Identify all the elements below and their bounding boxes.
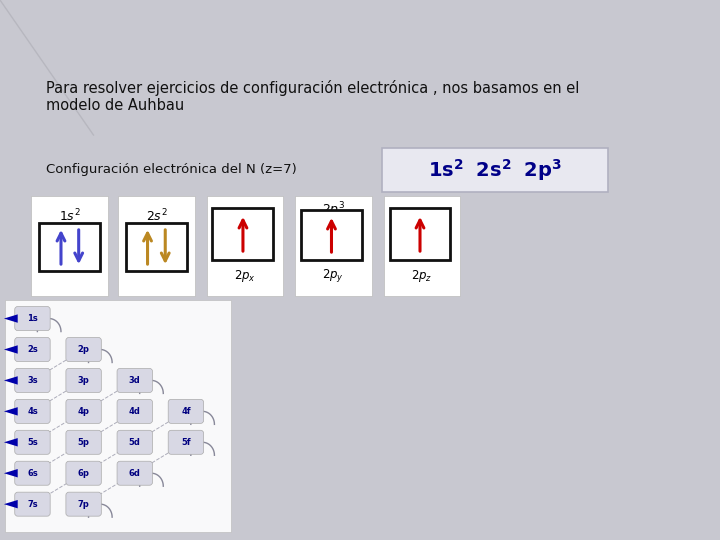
Text: 3s: 3s [27, 376, 37, 385]
FancyBboxPatch shape [117, 400, 153, 423]
FancyBboxPatch shape [117, 430, 153, 454]
FancyBboxPatch shape [14, 461, 50, 485]
Text: 1s: 1s [27, 314, 38, 323]
FancyBboxPatch shape [168, 400, 204, 423]
Text: 4f: 4f [181, 407, 191, 416]
Bar [207, 196, 283, 296]
FancyBboxPatch shape [66, 338, 102, 361]
FancyBboxPatch shape [168, 430, 204, 454]
FancyBboxPatch shape [66, 430, 102, 454]
Polygon shape [4, 500, 18, 508]
Text: 4s: 4s [27, 407, 38, 416]
Text: $2s^2$: $2s^2$ [145, 208, 167, 225]
Bar [32, 196, 108, 296]
Text: 6s: 6s [27, 469, 38, 478]
Text: 2p: 2p [78, 345, 89, 354]
Text: 4d: 4d [129, 407, 140, 416]
Bar [212, 208, 274, 260]
FancyBboxPatch shape [66, 461, 102, 485]
Bar [126, 223, 187, 271]
FancyBboxPatch shape [14, 400, 50, 423]
FancyBboxPatch shape [14, 368, 50, 393]
FancyBboxPatch shape [117, 368, 153, 393]
FancyBboxPatch shape [66, 400, 102, 423]
Text: $2p_z$: $2p_z$ [411, 268, 433, 284]
Text: Configuración electrónica del N (z=7): Configuración electrónica del N (z=7) [46, 164, 297, 177]
Polygon shape [4, 469, 18, 477]
Text: 5p: 5p [78, 438, 89, 447]
Text: 5s: 5s [27, 438, 38, 447]
Text: $2p_y$: $2p_y$ [323, 267, 344, 284]
Text: 2s: 2s [27, 345, 38, 354]
FancyBboxPatch shape [66, 368, 102, 393]
Bar [295, 196, 372, 296]
Text: 5d: 5d [129, 438, 140, 447]
FancyBboxPatch shape [66, 492, 102, 516]
FancyBboxPatch shape [14, 492, 50, 516]
Text: 6p: 6p [78, 469, 89, 478]
FancyBboxPatch shape [14, 307, 50, 330]
Text: $\mathbf{1s^2}$  $\mathbf{2s^2}$  $\mathbf{2p^3}$: $\mathbf{1s^2}$ $\mathbf{2s^2}$ $\mathbf… [428, 157, 562, 183]
Bar [382, 148, 608, 192]
Polygon shape [4, 345, 18, 354]
Bar [390, 208, 451, 260]
FancyBboxPatch shape [117, 461, 153, 485]
Text: $2p_x$: $2p_x$ [234, 268, 256, 284]
Polygon shape [4, 376, 18, 384]
FancyBboxPatch shape [14, 338, 50, 361]
Text: Para resolver ejercicios de configuración electrónica , nos basamos en el
modelo: Para resolver ejercicios de configuració… [46, 80, 580, 113]
Text: 7s: 7s [27, 500, 37, 509]
Text: $1s^2$: $1s^2$ [59, 208, 81, 225]
Bar [5, 300, 231, 532]
Bar [384, 196, 460, 296]
Polygon shape [4, 314, 18, 323]
Text: 5f: 5f [181, 438, 191, 447]
FancyBboxPatch shape [14, 430, 50, 454]
Text: 7p: 7p [78, 500, 89, 509]
Bar [301, 210, 362, 260]
Bar [118, 196, 194, 296]
Polygon shape [4, 438, 18, 447]
Text: 3d: 3d [129, 376, 140, 385]
Polygon shape [4, 407, 18, 416]
Text: 3p: 3p [78, 376, 89, 385]
Text: $2p^3$: $2p^3$ [322, 200, 345, 220]
Text: 4p: 4p [78, 407, 89, 416]
Text: 6d: 6d [129, 469, 140, 478]
Bar [40, 223, 100, 271]
